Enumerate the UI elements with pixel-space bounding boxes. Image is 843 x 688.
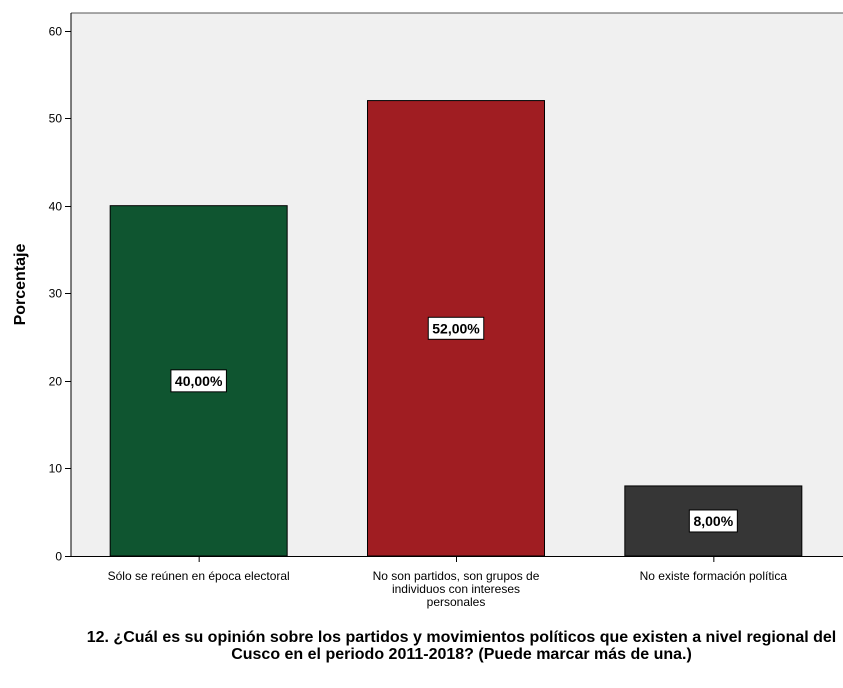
x-tick-label: No son partidos, son grupos de individuos… [373,569,540,609]
x-tick-label: No existe formación política [640,569,788,583]
y-axis: 0 10 20 30 40 50 60 [49,12,843,564]
data-label-box [427,316,485,340]
data-label: 8,00% [693,513,733,529]
x-tick-label: Sólo se reúnen en época electoral [108,569,290,583]
bars [109,100,803,557]
y-tick-label: 10 [49,462,63,476]
x-axis-title: 12. ¿Cuál es su opinión sobre los partid… [86,629,837,663]
data-label: 40,00% [175,373,223,389]
data-label: 52,00% [432,320,480,336]
data-label-box [688,509,738,533]
y-tick-label: 20 [49,375,63,389]
data-label-box [170,369,227,393]
y-tick-label: 0 [55,550,62,564]
y-axis-title: Porcentaje [12,243,29,325]
y-tick-label: 50 [49,112,63,126]
y-tick-label: 30 [49,287,63,301]
data-labels: 40,00% 52,00% 8,00% [170,316,738,533]
x-axis: Sólo se reúnen en época electoral No son … [71,556,843,609]
bar-chart: 0 10 20 30 40 50 60 40,00% 52,00% 8,00% Sólo se … [12,12,843,609]
y-tick-label: 60 [49,25,63,39]
y-tick-label: 40 [49,200,63,214]
